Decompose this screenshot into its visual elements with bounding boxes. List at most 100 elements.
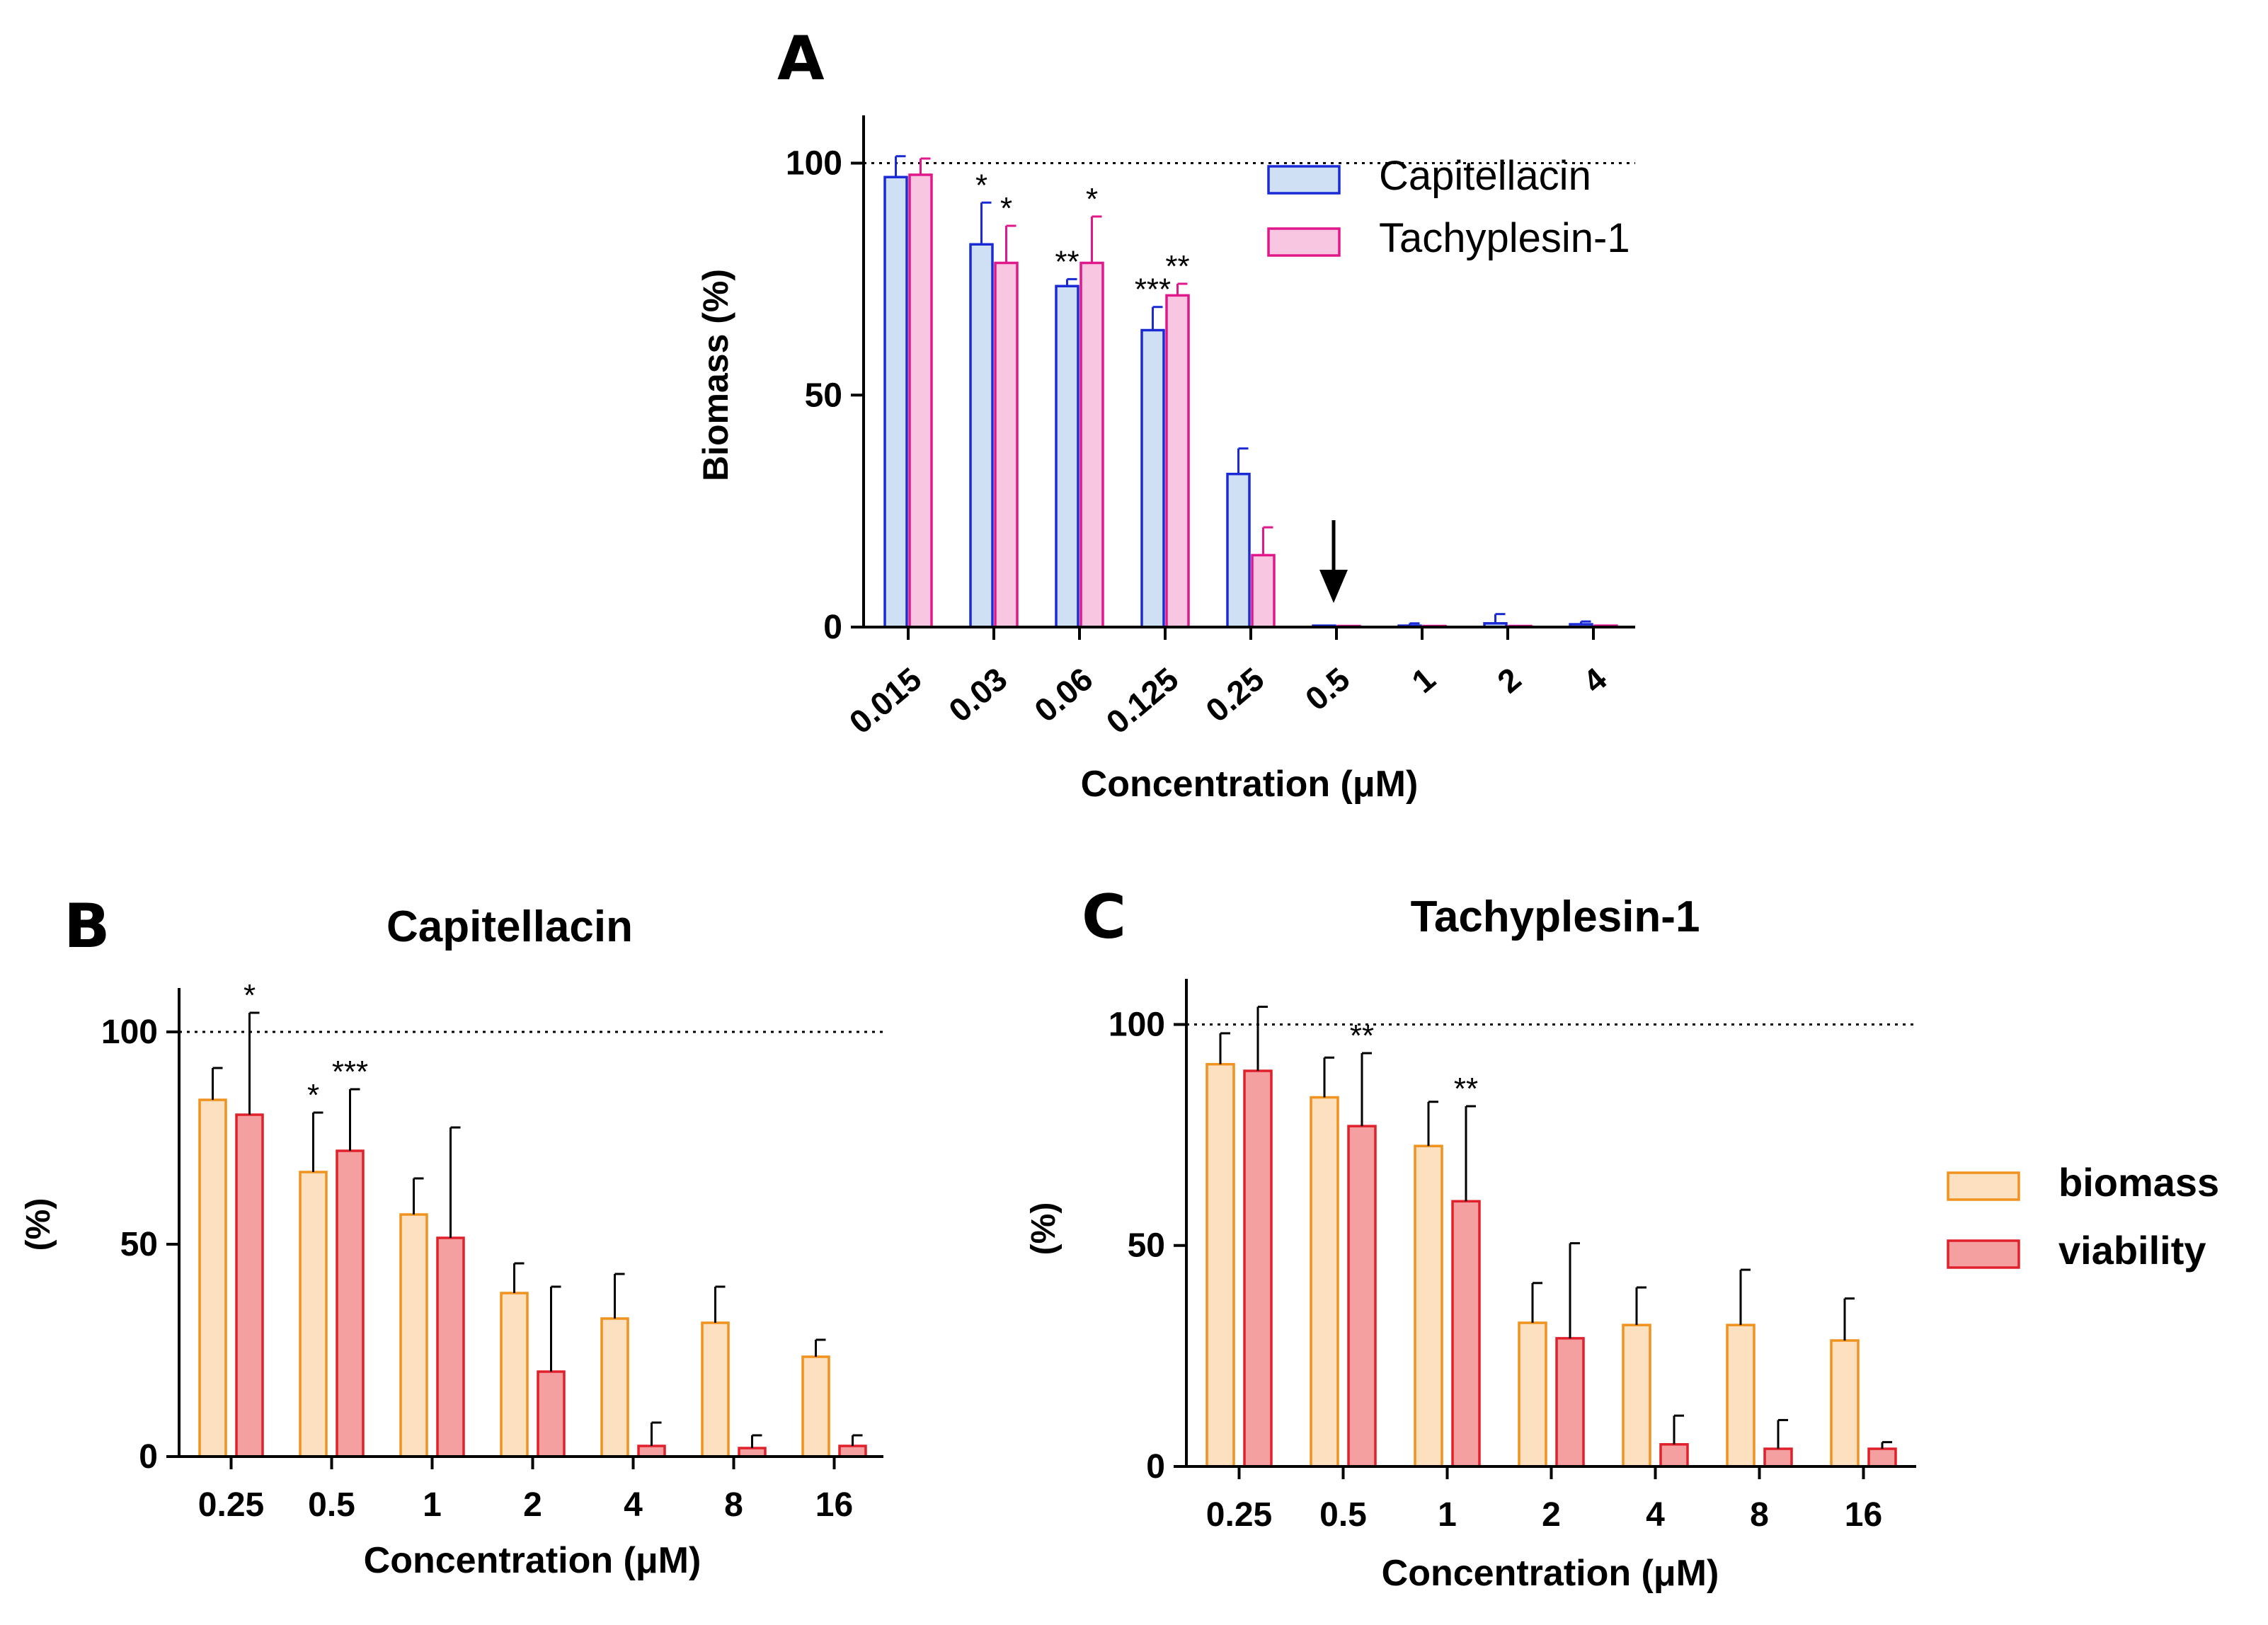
x-tick-label: 0.03 [941,660,1014,729]
legend-label: biomass [2058,1160,2219,1205]
significance-label: * [975,168,987,202]
x-tick-label: 0.25 [1206,1496,1272,1534]
x-tick-label: 8 [1750,1496,1769,1534]
bar-tachyplesin-1-0p015 [908,173,933,628]
y-axis-label: Biomass (%) [696,269,735,481]
x-tick-label: 0.06 [1027,660,1099,729]
bar-capitellacin-0p03 [969,243,994,628]
bar-biomass-0p25 [1205,1062,1235,1468]
x-tick-label: 4 [624,1486,643,1524]
y-tick-label: 0 [823,609,842,646]
bar-biomass-1 [1414,1144,1443,1468]
bar-biomass-4 [1622,1323,1651,1468]
y-tick-label: 50 [120,1226,158,1263]
bar-viability-2 [537,1370,566,1458]
bar-capitellacin-0p125 [1140,328,1165,628]
x-tick-label: 1 [1438,1496,1457,1534]
x-axis-label: Concentration (μM) [1382,1553,1719,1594]
x-tick-label: 4 [1646,1496,1665,1534]
significance-label: * [244,978,256,1013]
legend: biomass viability [1947,1160,2219,1273]
x-tick-label: 0.015 [842,660,929,741]
x-tick-label: 16 [815,1486,853,1524]
y-tick-label: 100 [786,145,842,183]
significance-label: ** [1055,244,1079,279]
chart-panel-c: C Tachyplesin-1 0.25 ** 0.5 ** 1 2 4 8 16 0 50 100 (%)… [1025,882,2219,1594]
bar-biomass-0p5 [1310,1096,1339,1468]
bar-capitellacin-0p06 [1055,285,1079,628]
legend-swatch-biomass [1947,1171,2020,1201]
bar-tachyplesin-1-0p25 [1251,553,1276,628]
bar-biomass-0p5 [299,1171,328,1458]
bar-biomass-8 [701,1321,730,1458]
bar-viability-2 [1555,1337,1585,1468]
x-tick-label: 0.5 [308,1486,355,1524]
panel-letter: B [64,891,110,962]
significance-label: ** [1350,1018,1374,1053]
x-tick-label: 0.25 [1198,660,1271,729]
legend: Capitellacin Tachyplesin-1 [1267,153,1630,261]
bar-viability-16 [1867,1447,1897,1468]
bar-viability-0p25 [235,1113,264,1458]
panel-letter: C [1082,882,1126,953]
bar-tachyplesin-1-0p03 [994,261,1019,628]
significance-label: * [307,1078,319,1113]
y-axis-label: (%) [20,1198,57,1251]
y-tick-label: 0 [1146,1448,1165,1486]
bar-viability-0p5 [1347,1125,1377,1468]
bar-viability-4 [637,1445,666,1458]
bar-viability-0p5 [336,1149,365,1458]
arrow-head [1319,570,1348,603]
x-tick-label: 16 [1845,1496,1882,1534]
x-axis-label: Concentration (μM) [1081,764,1419,805]
significance-label: * [1086,182,1098,217]
y-tick-label: 50 [1128,1227,1165,1265]
legend-label: viability [2058,1228,2206,1273]
significance-label: ** [1165,249,1189,284]
chart-title: Capitellacin [386,902,633,951]
x-tick-label: 0.125 [1099,660,1186,741]
y-axis-label: (%) [1025,1202,1063,1256]
legend-swatch-capitellacin [1267,165,1341,195]
legend-label: Tachyplesin-1 [1379,215,1630,261]
x-tick-label: 0.5 [1298,660,1356,718]
x-tick-label: 0.5 [1319,1496,1367,1534]
x-axis-label: Concentration (μM) [364,1540,701,1581]
x-tick-label: 0.25 [198,1486,264,1524]
bar-viability-8 [1763,1447,1793,1468]
bar-viability-4 [1659,1443,1689,1468]
chart-title: Tachyplesin-1 [1411,892,1700,941]
bar-tachyplesin-1-0p06 [1079,261,1104,628]
y-tick-label: 100 [101,1014,158,1051]
x-tick-label: 8 [724,1486,743,1524]
bar-biomass-1 [399,1213,428,1458]
y-tick-label: 50 [805,377,842,414]
bar-capitellacin-0p25 [1226,472,1251,628]
significance-label: ** [1454,1072,1478,1106]
bar-viability-16 [838,1445,867,1458]
x-tick-label: 1 [1404,660,1442,700]
bar-biomass-8 [1726,1323,1756,1468]
panel-letter: A [777,23,825,94]
significance-label: *** [332,1055,368,1089]
bar-biomass-16 [801,1355,830,1458]
x-tick-label: 4 [1576,660,1613,701]
bar-biomass-2 [1518,1321,1547,1468]
x-tick-label: 2 [523,1486,542,1524]
bar-tachyplesin-1-0p125 [1165,294,1190,628]
x-tick-label: 2 [1490,660,1528,700]
y-tick-label: 100 [1109,1006,1165,1043]
significance-label: *** [1135,272,1171,307]
bar-capitellacin-0p015 [883,176,908,628]
bar-biomass-4 [600,1317,629,1458]
x-tick-label: 1 [423,1486,442,1524]
x-tick-label: 2 [1542,1496,1561,1534]
chart-panel-a: A0.015**0.03***0.06*****0.125 0.25 0.5 1 2 40… [696,23,1635,805]
significance-label: * [1000,191,1012,226]
legend-swatch-tachyplesin-1 [1267,227,1341,257]
bar-viability-0p25 [1243,1069,1273,1468]
legend-swatch-viability [1947,1239,2020,1269]
bar-biomass-2 [500,1292,529,1458]
legend-label: Capitellacin [1379,153,1591,199]
